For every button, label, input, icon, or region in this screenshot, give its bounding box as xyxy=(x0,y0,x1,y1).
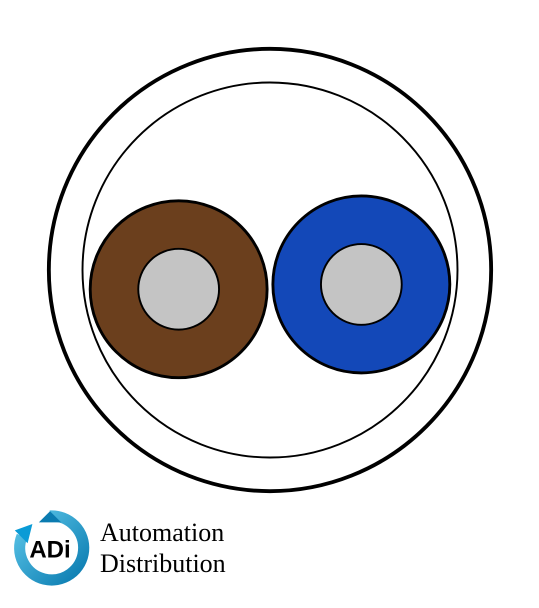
brand-logo: ADi Automation Distribution xyxy=(0,508,226,588)
cable-svg xyxy=(20,20,520,520)
logo-line-1: Automation xyxy=(100,517,226,548)
adi-logo-icon: ADi xyxy=(10,508,90,588)
brown-conductor xyxy=(90,201,267,378)
logo-text: Automation Distribution xyxy=(100,517,226,579)
blue-conductor xyxy=(273,196,450,373)
logo-letters: ADi xyxy=(29,537,70,564)
cable-cross-section-diagram xyxy=(20,20,520,520)
logo-line-2: Distribution xyxy=(100,548,226,579)
